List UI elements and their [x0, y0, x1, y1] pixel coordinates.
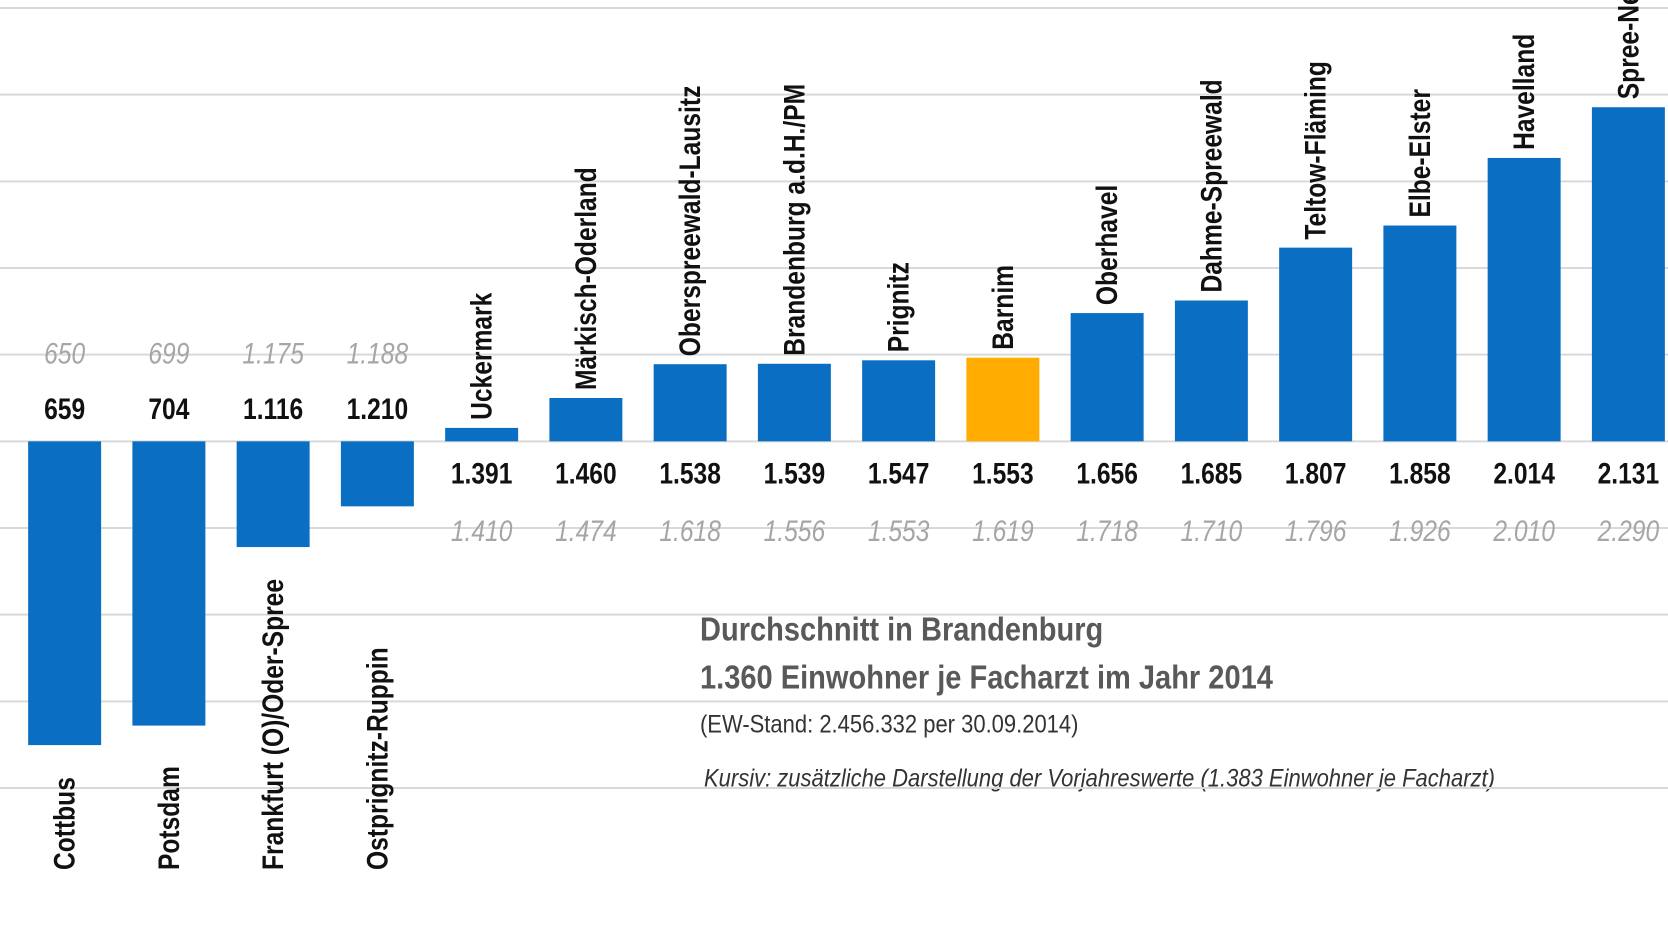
category-label: Cottbus	[47, 777, 81, 870]
bar	[1070, 313, 1144, 442]
bar	[132, 441, 206, 726]
previous-year-label: 1.474	[555, 514, 617, 548]
category-label: Spree-Neiße	[1611, 0, 1645, 99]
value-label: 1.547	[868, 456, 930, 490]
previous-year-label: 699	[148, 336, 189, 370]
previous-year-label: 1.188	[347, 336, 409, 370]
previous-year-label: 1.718	[1076, 514, 1138, 548]
previous-year-label: 1.556	[764, 514, 826, 548]
value-label: 659	[44, 392, 85, 426]
annotation: Durchschnitt in Brandenburg	[700, 611, 1103, 648]
value-label: 1.807	[1285, 456, 1347, 490]
value-label: 2.131	[1598, 456, 1660, 490]
value-label: 1.539	[764, 456, 826, 490]
annotation: 1.360 Einwohner je Facharzt im Jahr 2014	[700, 659, 1274, 696]
previous-year-label: 2.290	[1597, 514, 1660, 548]
previous-year-label: 650	[44, 336, 86, 370]
value-label: 1.858	[1389, 456, 1451, 490]
bar	[445, 427, 519, 442]
bar	[236, 441, 310, 548]
previous-year-label: 1.410	[451, 514, 513, 548]
previous-year-label: 1.926	[1389, 514, 1451, 548]
category-label: Märkisch-Oderland	[568, 167, 602, 390]
bar	[653, 364, 727, 442]
previous-year-label: 1.175	[242, 336, 304, 370]
previous-year-label: 1.618	[659, 514, 721, 548]
category-label: Frankfurt (O)/Oder-Spree	[256, 579, 290, 870]
bar	[1591, 107, 1665, 442]
bar	[1174, 300, 1248, 442]
value-label: 1.538	[659, 456, 721, 490]
bar	[757, 363, 831, 442]
bar	[1383, 225, 1457, 442]
previous-year-label: 1.619	[972, 514, 1034, 548]
annotation: (EW-Stand: 2.456.332 per 30.09.2014)	[700, 710, 1078, 738]
category-label: Uckermark	[464, 292, 498, 420]
value-label: 1.685	[1181, 456, 1243, 490]
value-label: 1.116	[243, 392, 303, 426]
category-label: Prignitz	[881, 262, 915, 352]
category-label: Dahme-Spreewald	[1194, 79, 1228, 292]
previous-year-label: 2.010	[1492, 514, 1555, 548]
previous-year-label: 1.710	[1181, 514, 1243, 548]
category-label: Potsdam	[151, 766, 185, 870]
category-label: Barnim	[985, 265, 1019, 350]
value-label: 2.014	[1493, 456, 1555, 490]
value-label: 1.210	[347, 392, 409, 426]
value-label: 704	[148, 392, 190, 426]
value-label: 1.391	[451, 456, 513, 490]
value-label: 1.460	[555, 456, 617, 490]
previous-year-label: 1.553	[868, 514, 930, 548]
bar	[340, 441, 414, 507]
bar	[966, 357, 1040, 442]
value-label: 1.656	[1076, 456, 1138, 490]
bar	[28, 441, 102, 746]
category-label: Elbe-Elster	[1402, 89, 1436, 218]
category-label: Ostprignitz-Ruppin	[360, 647, 394, 870]
previous-year-label: 1.796	[1285, 514, 1347, 548]
bar	[1279, 247, 1353, 442]
value-label: 1.553	[972, 456, 1034, 490]
category-label: Havelland	[1507, 34, 1541, 150]
bar	[1487, 157, 1561, 442]
category-label: Oberhavel	[1090, 185, 1124, 305]
bar	[862, 360, 936, 442]
category-label: Brandenburg a.d.H./PM	[777, 84, 811, 356]
bar	[549, 398, 623, 442]
category-label: Oberspreewald-Lausitz	[673, 86, 707, 357]
category-label: Teltow-Fläming	[1298, 61, 1332, 240]
